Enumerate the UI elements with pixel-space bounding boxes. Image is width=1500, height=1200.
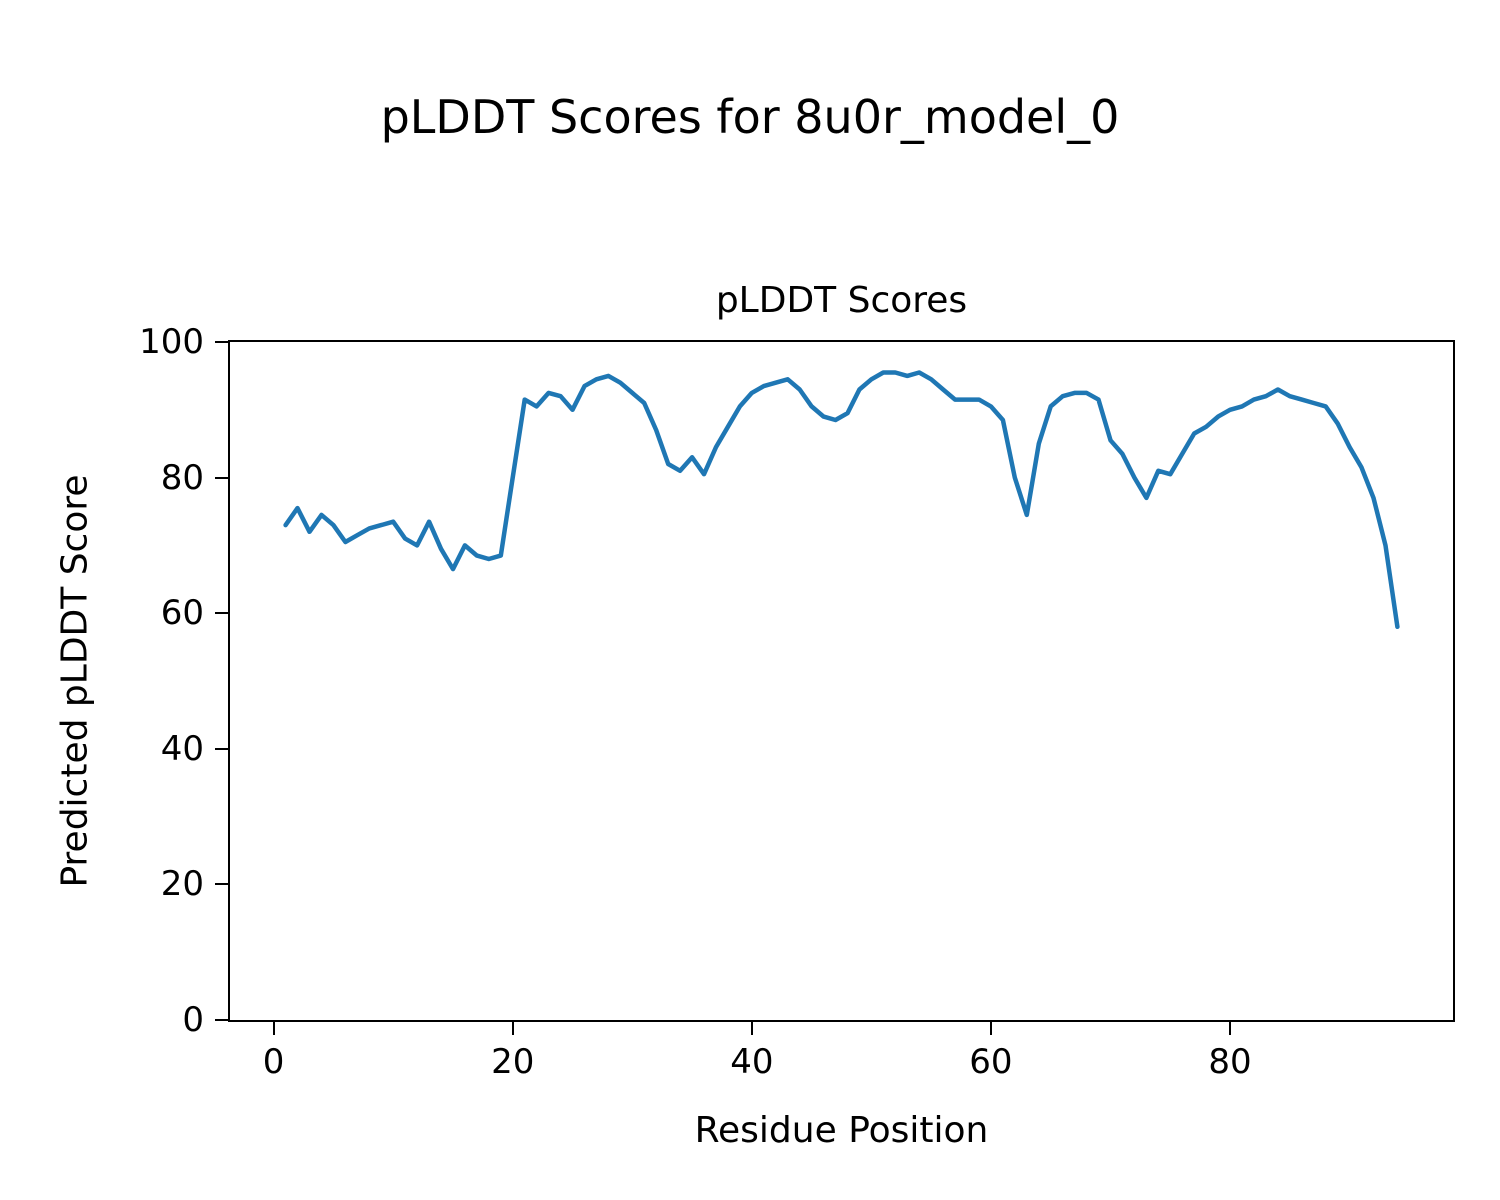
x-tick-mark [750, 1022, 753, 1035]
y-axis-label: Predicted pLDDT Score [54, 474, 96, 888]
y-tick-mark [215, 883, 228, 886]
y-tick-mark [215, 341, 228, 343]
x-axis-label: Residue Position [694, 1110, 989, 1151]
y-tick-label: 80 [160, 457, 204, 498]
x-tick-label: 40 [730, 1042, 774, 1082]
x-tick-label: 0 [262, 1042, 285, 1082]
x-tick-mark [989, 1022, 992, 1035]
y-tick-mark [215, 1019, 228, 1021]
y-tick-label: 60 [160, 593, 204, 634]
y-tick-label: 40 [160, 728, 204, 769]
x-tick-label: 80 [1208, 1042, 1252, 1082]
x-tick-mark [1229, 1022, 1232, 1035]
line-plot-svg [283, 370, 1400, 630]
y-tick-mark [215, 476, 228, 479]
plddt-line [283, 370, 1400, 630]
axes-title: pLDDT Scores [715, 280, 968, 321]
y-tick-mark [215, 747, 228, 750]
x-tick-label: 60 [969, 1042, 1013, 1082]
y-tick-label: 100 [139, 322, 204, 362]
y-tick-mark [215, 612, 228, 615]
y-tick-label: 20 [160, 864, 204, 905]
y-tick-label: 0 [182, 1000, 204, 1040]
x-tick-mark [272, 1022, 275, 1035]
x-tick-label: 20 [491, 1042, 535, 1082]
figure-suptitle: pLDDT Scores for 8u0r_model_0 [380, 90, 1120, 144]
x-tick-mark [511, 1022, 514, 1035]
plot-area [228, 340, 1455, 1022]
